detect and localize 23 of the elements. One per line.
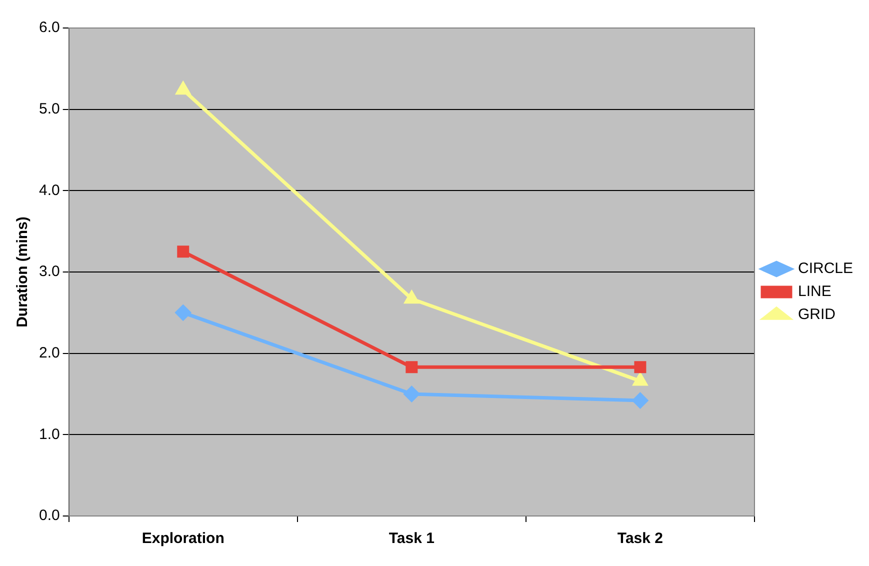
point: [176, 82, 190, 95]
x-tick-label: Exploration: [142, 530, 224, 548]
point: [177, 246, 190, 258]
point: [404, 291, 419, 304]
point: [404, 386, 420, 402]
point: [634, 361, 646, 374]
point: [633, 373, 648, 386]
point: [632, 392, 648, 408]
point: [175, 304, 191, 320]
y-axis-title: Duration (mins): [14, 216, 32, 328]
y-tick-label: 2.0: [38, 344, 60, 362]
x-tick-label: Task 2: [617, 530, 664, 548]
y-tick-label: 5.0: [38, 100, 60, 118]
legend-label: LINE: [798, 283, 832, 300]
y-tick-label: 1.0: [38, 426, 60, 443]
legend-label: CIRCLE: [798, 260, 854, 278]
y-tick-label: 3.0: [38, 263, 60, 280]
point: [406, 361, 418, 374]
y-tick-label: 0.0: [38, 507, 60, 524]
legend-label: GRID: [798, 306, 836, 324]
y-tick-label: 4.0: [38, 182, 60, 199]
x-tick-label: Task 1: [388, 530, 434, 548]
y-tick-label: 6.0: [38, 19, 60, 36]
